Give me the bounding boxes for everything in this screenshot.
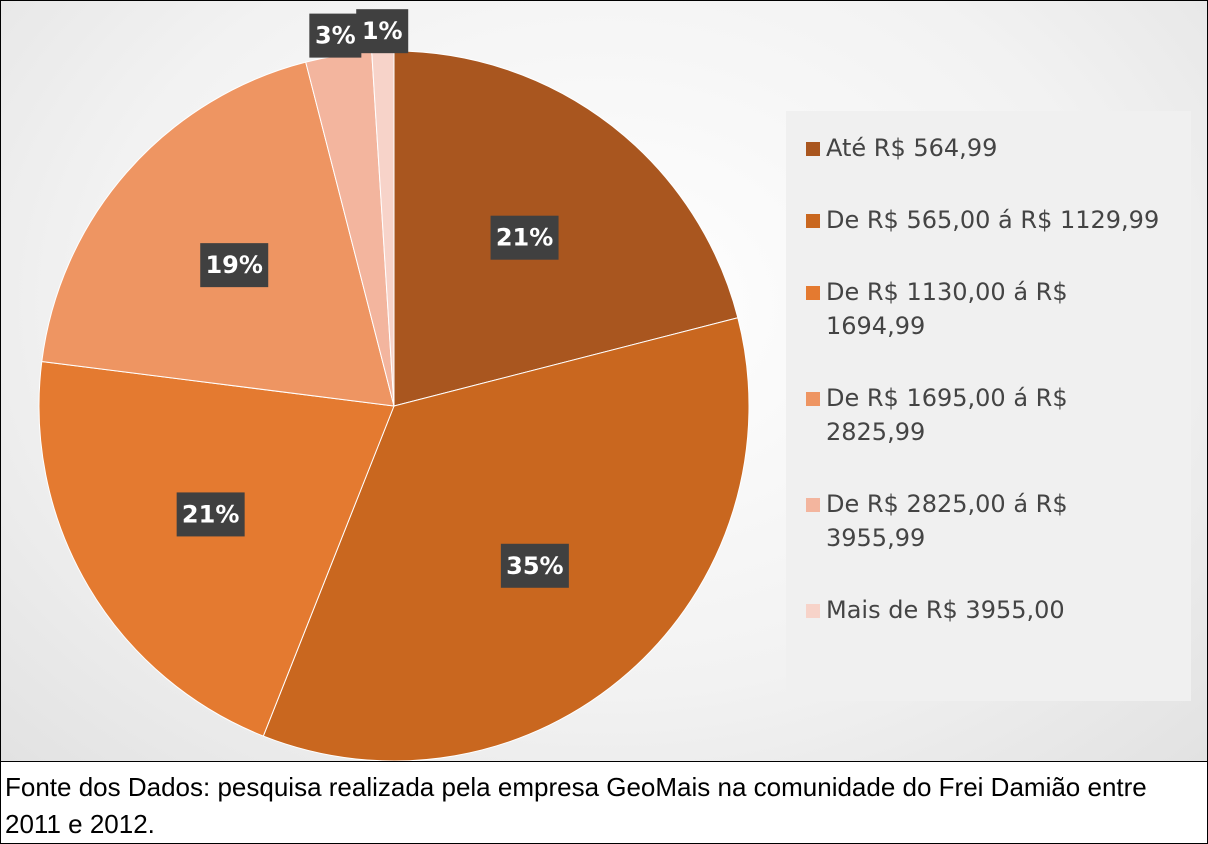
- legend-item: Mais de R$ 3955,00: [806, 593, 1166, 627]
- data-label: 21%: [182, 500, 239, 528]
- legend-item: De R$ 1695,00 á R$ 2825,99: [806, 381, 1166, 449]
- legend-item: De R$ 1130,00 á R$ 1694,99: [806, 275, 1166, 343]
- pie-slice: [262, 317, 750, 761]
- legend-label: De R$ 1130,00 á R$ 1694,99: [826, 278, 1068, 340]
- data-label: 19%: [205, 251, 262, 279]
- data-label-box: [356, 9, 409, 54]
- legend-swatch: [806, 392, 820, 406]
- legend-label: Até R$ 564,99: [826, 134, 998, 162]
- data-label-box: [500, 543, 569, 588]
- legend-label: De R$ 565,00 á R$ 1129,99: [826, 206, 1160, 234]
- legend-item: Até R$ 564,99: [806, 131, 1166, 165]
- legend-item: De R$ 565,00 á R$ 1129,99: [806, 203, 1166, 237]
- chart-area: 21% 35% 21% 19% 3% 1% Até R$ 564,99 De R$ 565,…: [1, 1, 1207, 762]
- data-label: 35%: [506, 552, 563, 580]
- data-label-box: [200, 243, 269, 288]
- data-label-box: [309, 13, 362, 58]
- data-label: 3%: [315, 22, 356, 50]
- legend-swatch: [806, 604, 820, 618]
- pie-slice: [393, 50, 739, 407]
- legend-label: De R$ 1695,00 á R$ 2825,99: [826, 384, 1068, 446]
- data-label: 21%: [496, 224, 553, 252]
- legend-swatch: [806, 286, 820, 300]
- legend-label: De R$ 2825,00 á R$ 3955,99: [826, 490, 1068, 552]
- pie-slice: [41, 61, 395, 407]
- legend-label: Mais de R$ 3955,00: [826, 596, 1065, 624]
- data-label-box: [490, 215, 559, 260]
- legend-item: De R$ 2825,00 á R$ 3955,99: [806, 487, 1166, 555]
- pie-chart: 21% 35% 21% 19% 3% 1%: [38, 9, 750, 761]
- legend: Até R$ 564,99 De R$ 565,00 á R$ 1129,99 De…: [786, 111, 1191, 701]
- data-label: 1%: [362, 17, 403, 45]
- data-label-box: [176, 492, 245, 537]
- legend-swatch: [806, 214, 820, 228]
- legend-swatch: [806, 498, 820, 512]
- pie-slice: [38, 360, 395, 737]
- source-note: Fonte dos Dados: pesquisa realizada pela…: [5, 772, 1147, 839]
- legend-swatch: [806, 142, 820, 156]
